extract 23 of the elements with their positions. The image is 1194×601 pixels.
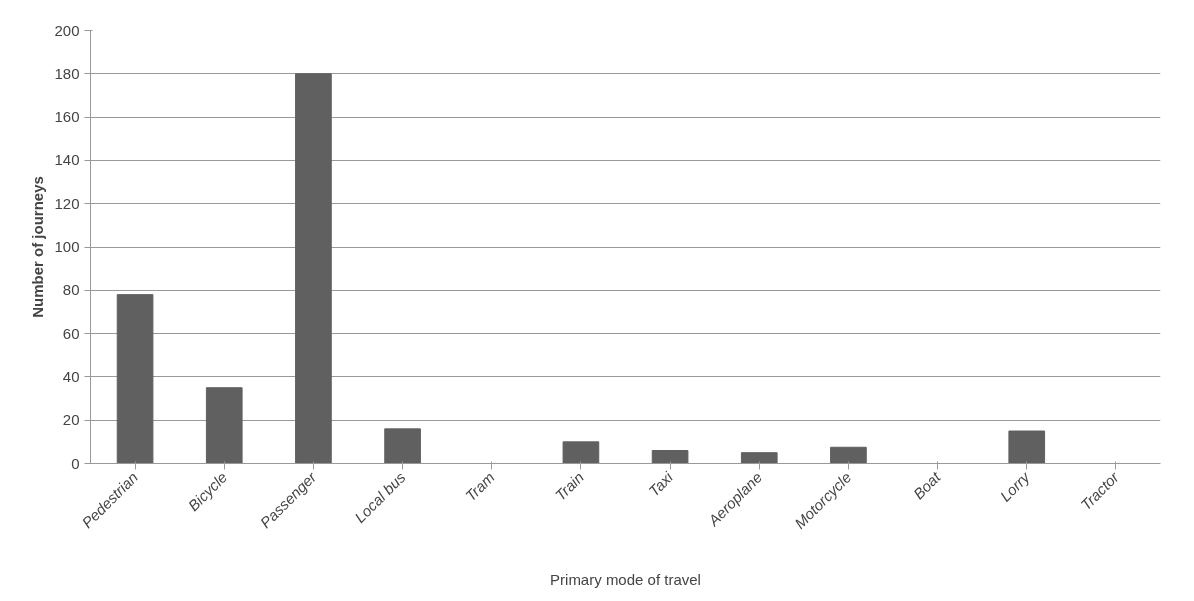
- bar: [116, 294, 154, 464]
- bar: [295, 73, 332, 464]
- bar: [830, 446, 867, 464]
- y-tick-label: 80: [62, 281, 80, 299]
- bar: [384, 428, 421, 464]
- x-axis-title: Primary mode of travel: [550, 570, 701, 588]
- y-tick-label: 140: [54, 151, 80, 169]
- bar: [740, 452, 778, 464]
- x-tick-label: Taxi: [645, 468, 677, 500]
- y-tick-label: 60: [62, 324, 80, 342]
- y-tick-label: 160: [54, 108, 80, 126]
- y-tick-label: 40: [62, 367, 80, 385]
- y-tick-label: 120: [54, 194, 80, 212]
- y-tick-label: 100: [54, 238, 80, 255]
- bar: [651, 450, 689, 464]
- y-tick-label: 180: [54, 64, 80, 82]
- y-tick-label: 20: [62, 411, 80, 429]
- y-tick-label: 200: [54, 21, 80, 39]
- bar: [562, 441, 600, 464]
- bar: [1008, 430, 1046, 464]
- y-tick-label: 0: [71, 454, 80, 472]
- bar: [205, 387, 243, 464]
- y-axis-title: Number of journeys: [29, 176, 47, 318]
